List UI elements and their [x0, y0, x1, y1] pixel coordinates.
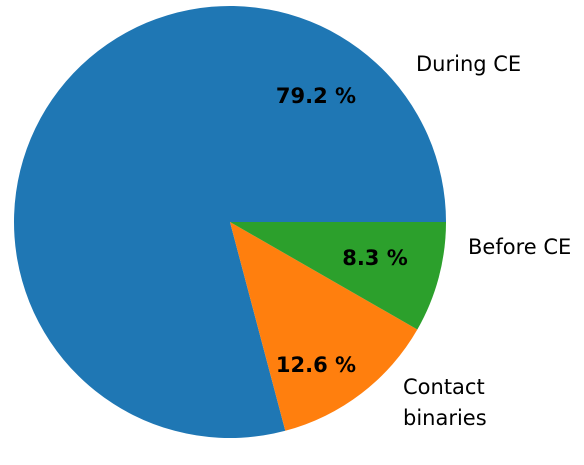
slice-label: Before CE [468, 235, 571, 259]
value-label: 12.6 % [276, 353, 356, 377]
value-label: 79.2 % [276, 84, 356, 108]
pie-slice [14, 6, 447, 439]
pie-slice [230, 222, 446, 330]
pie-slice [230, 222, 418, 431]
slice-label: Contact binaries [403, 375, 487, 430]
slice-label: During CE [416, 52, 521, 76]
value-label: 8.3 % [342, 246, 408, 270]
